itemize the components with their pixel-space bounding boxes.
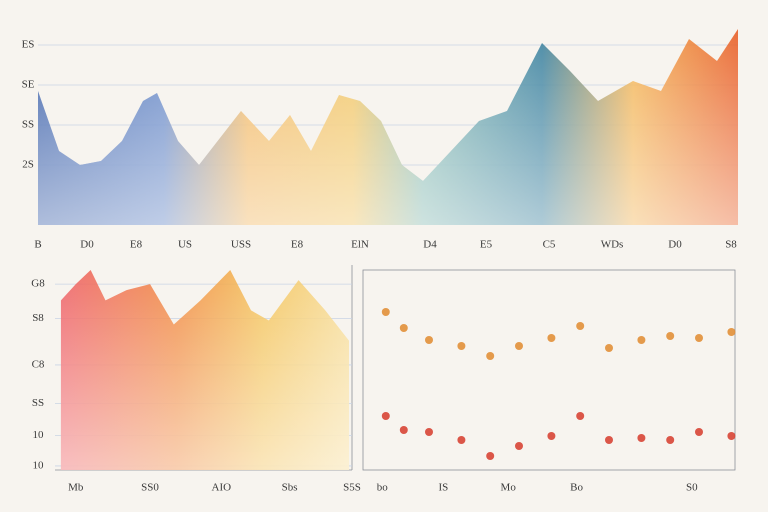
y-tick-label: 10 [33,429,45,441]
point [425,428,433,436]
point [399,324,408,332]
point [695,428,703,436]
x-tick-label: SS0 [141,482,159,494]
panel-frame [362,269,736,471]
point [727,328,736,336]
point [637,336,646,344]
x-tick-label: US [178,239,192,251]
x-tick-label: B [34,239,41,251]
point [547,432,556,440]
y-tick-label: 2S [22,159,34,171]
x-tick-label: Mb [68,482,84,494]
point [666,436,675,444]
x-tick-label: E8 [130,239,143,251]
point [425,336,433,344]
point [381,412,390,420]
x-tick-label: IS [439,482,449,494]
y-tick-label: 10 [33,459,45,471]
point [576,412,585,420]
y-tick-label: SE [22,79,35,91]
x-tick-label: C5 [543,239,556,251]
point [486,452,495,460]
area-wash [60,270,350,470]
y-tick-label: SS [22,119,34,131]
x-tick-label: WDs [601,239,624,251]
point [637,434,646,442]
point [576,322,585,330]
point [547,334,556,342]
point [666,332,675,340]
x-tick-label: Mo [501,482,517,494]
x-tick-label: E5 [480,239,493,251]
point [457,436,466,444]
x-tick-label: ElN [351,239,369,251]
x-tick-label: S8 [725,239,737,251]
point [457,342,466,350]
x-tick-label: S0 [686,482,698,494]
point [381,308,390,316]
y-tick-label: ES [22,39,35,51]
point [695,334,703,342]
x-tick-label: Bo [570,482,583,494]
x-tick-label: S5S [343,482,361,494]
x-tick-label: USS [231,239,251,251]
point [727,432,736,440]
y-tick-label: SS [32,397,44,409]
x-tick-label: E8 [291,239,304,251]
charts: ES SE SS 2S B D0 E8 US USS E8 ElN D4 E5 C5 WDs D0 S8 G8 S8… [22,29,738,494]
point [486,352,495,360]
y-tick-label: S8 [32,312,44,324]
y-tick-label: C8 [32,358,45,370]
area-wash [38,29,738,225]
x-tick-label: AIO [212,482,232,494]
point [515,442,523,450]
point [605,344,613,352]
x-tick-label: Sbs [282,482,298,494]
point [515,342,523,350]
x-tick-label: D0 [668,239,682,251]
x-tick-label: D0 [80,239,94,251]
point [399,426,408,434]
y-tick-label: G8 [31,278,45,290]
x-tick-label: bo [377,482,389,494]
point [605,436,613,444]
x-tick-label: D4 [423,239,437,251]
